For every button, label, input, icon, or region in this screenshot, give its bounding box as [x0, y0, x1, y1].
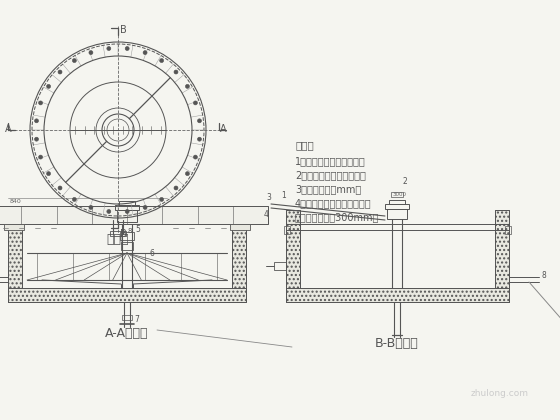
Text: 3: 3 [266, 193, 271, 202]
Bar [232, 210, 246, 302]
Text: A: A [5, 124, 12, 134]
Text: 8: 8 [541, 271, 546, 280]
Text: 俯视图: 俯视图 [107, 233, 129, 246]
Bar [122, 315, 132, 320]
Circle shape [125, 210, 129, 213]
Bar [495, 210, 509, 302]
Bar [230, 224, 250, 230]
Text: 840: 840 [10, 199, 22, 204]
Text: 8: 8 [127, 228, 132, 234]
Text: 2、弯管处均用法兰连接。: 2、弯管处均用法兰连接。 [295, 170, 366, 180]
Bar [286, 210, 300, 302]
Circle shape [89, 50, 93, 55]
Circle shape [143, 205, 147, 210]
Text: 3000: 3000 [393, 192, 407, 197]
Bar [8, 210, 22, 302]
Circle shape [198, 119, 202, 123]
Bar [117, 210, 137, 222]
Text: 上，墙体厚度为300mm。: 上，墙体厚度为300mm。 [295, 212, 379, 222]
Bar [0, 206, 268, 224]
Circle shape [58, 186, 62, 190]
Text: 4、构筑物墙体采用钢筋混凝: 4、构筑物墙体采用钢筋混凝 [295, 198, 372, 208]
Bar [119, 201, 135, 205]
Text: 5: 5 [135, 225, 140, 234]
Text: 3、标注单位为mm。: 3、标注单位为mm。 [295, 184, 361, 194]
Bar [4, 224, 24, 230]
Circle shape [143, 50, 147, 55]
Circle shape [58, 70, 62, 74]
Text: 说明：: 说明： [295, 140, 314, 150]
Bar [110, 231, 126, 236]
Circle shape [46, 172, 50, 176]
Bar [8, 288, 246, 302]
Circle shape [39, 155, 43, 159]
Circle shape [35, 119, 39, 123]
Bar [274, 262, 286, 270]
Text: 6: 6 [149, 249, 154, 258]
Text: 4: 4 [264, 210, 269, 219]
Circle shape [125, 47, 129, 50]
Circle shape [39, 101, 43, 105]
Bar [284, 226, 290, 234]
Circle shape [193, 155, 197, 159]
Text: A-A剖视图: A-A剖视图 [105, 327, 149, 340]
Bar [505, 226, 511, 234]
Circle shape [89, 205, 93, 210]
Text: 1: 1 [281, 191, 286, 200]
Circle shape [185, 172, 189, 176]
Bar [391, 192, 403, 197]
Circle shape [198, 137, 202, 141]
Bar [8, 210, 22, 302]
Text: 7: 7 [134, 315, 139, 324]
Circle shape [107, 210, 111, 213]
Bar [286, 288, 509, 302]
Bar [121, 242, 133, 250]
Circle shape [160, 58, 164, 63]
Circle shape [160, 197, 164, 202]
Bar [389, 200, 405, 204]
Text: B-B剖视图: B-B剖视图 [375, 337, 419, 350]
Circle shape [107, 47, 111, 50]
Circle shape [46, 84, 50, 88]
Bar [115, 205, 139, 210]
Bar [286, 288, 509, 302]
Bar [286, 210, 300, 302]
Circle shape [174, 70, 178, 74]
Text: zhulong.com: zhulong.com [471, 389, 529, 398]
Bar [8, 288, 246, 302]
Text: B: B [120, 25, 127, 35]
Bar [385, 204, 409, 209]
Bar [232, 210, 246, 302]
Text: 2: 2 [402, 177, 407, 186]
Circle shape [185, 84, 189, 88]
Bar [495, 210, 509, 302]
Circle shape [174, 186, 178, 190]
Bar [387, 209, 407, 219]
Circle shape [35, 137, 39, 141]
Circle shape [193, 101, 197, 105]
Circle shape [72, 58, 76, 63]
Text: B: B [120, 229, 127, 239]
Bar [120, 232, 134, 240]
Text: A: A [220, 124, 227, 134]
Text: 1、所有穿墙管均设套管。: 1、所有穿墙管均设套管。 [295, 156, 366, 166]
Circle shape [72, 197, 76, 202]
